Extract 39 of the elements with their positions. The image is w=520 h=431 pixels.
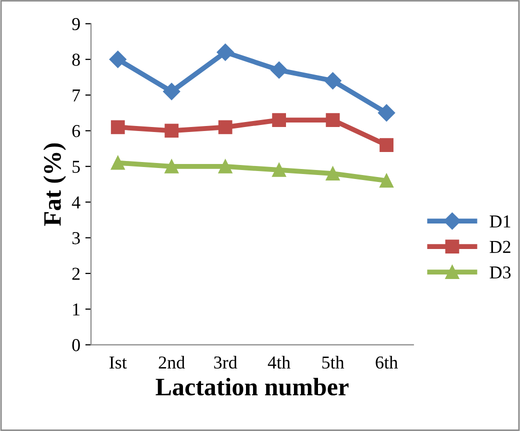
point [272,163,286,177]
x-tick-label: 3rd [214,356,238,369]
point [216,44,234,61]
point [110,120,125,134]
y-tick-label: 7 [72,90,80,102]
point [109,50,126,68]
point [378,104,396,122]
x-tick-label: 6th [376,356,398,369]
y-tick-label: 4 [72,196,80,208]
point [326,113,340,127]
y-axis-title: Fat (%) [43,143,66,226]
point [110,156,125,170]
y-tick-label: 1 [73,303,80,316]
x-tick-label: Ist [109,356,127,369]
point [272,113,286,127]
y-tick-label: 8 [72,54,80,66]
y-tick-label: 6 [72,125,80,138]
y-tick-label: 5 [72,160,80,173]
y-tick-label: 9 [72,18,80,30]
point [164,124,179,138]
point [324,72,342,90]
y-tick-label: 3 [72,232,80,244]
point [163,82,180,100]
x-axis-title: Lactation number [156,378,349,396]
point [380,138,394,152]
legend-label: D1 [490,215,510,228]
point [218,159,232,174]
point [218,120,232,134]
legend-label: D3 [490,266,511,279]
x-tick-label: 4th [268,356,290,369]
point [380,174,394,188]
x-tick-label: 5th [322,356,344,369]
y-tick-label: 0 [72,339,80,352]
point [164,159,179,174]
y-tick-label: 2 [72,268,80,280]
legend-label: D2 [490,240,510,253]
x-tick-label: 2nd [158,356,185,369]
point [326,166,340,180]
point [270,62,288,79]
